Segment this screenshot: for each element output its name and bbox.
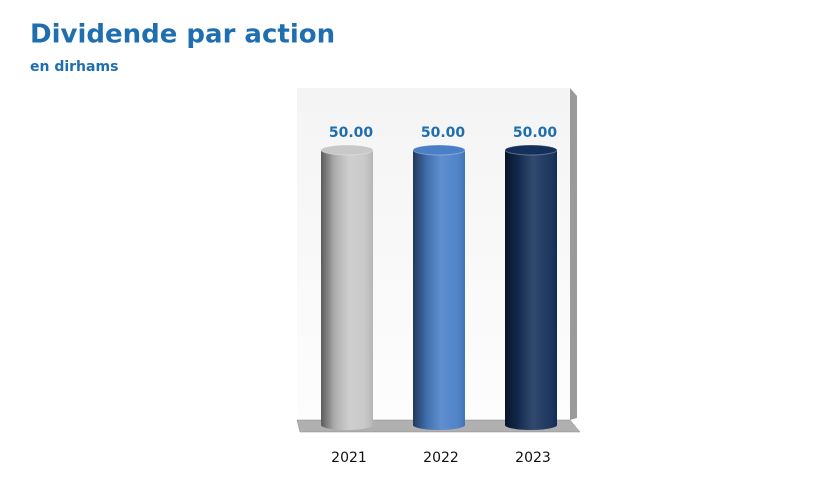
side-wall <box>570 88 577 420</box>
chart-subtitle: en dirhams <box>30 59 118 75</box>
bar-shade <box>321 150 373 425</box>
bar-shade <box>505 150 557 425</box>
value-label: 50.00 <box>421 125 466 141</box>
chart-title: Dividende par action <box>30 20 335 50</box>
value-label: 50.00 <box>329 125 374 141</box>
bar-top <box>320 144 374 156</box>
x-tick-label: 2022 <box>423 450 459 466</box>
value-label: 50.00 <box>513 125 558 141</box>
x-tick-label: 2023 <box>515 450 551 466</box>
bar-top <box>504 144 558 156</box>
bars <box>320 144 558 430</box>
bar-shade <box>413 150 465 425</box>
bar-top <box>412 144 466 156</box>
x-tick-label: 2021 <box>331 450 367 466</box>
